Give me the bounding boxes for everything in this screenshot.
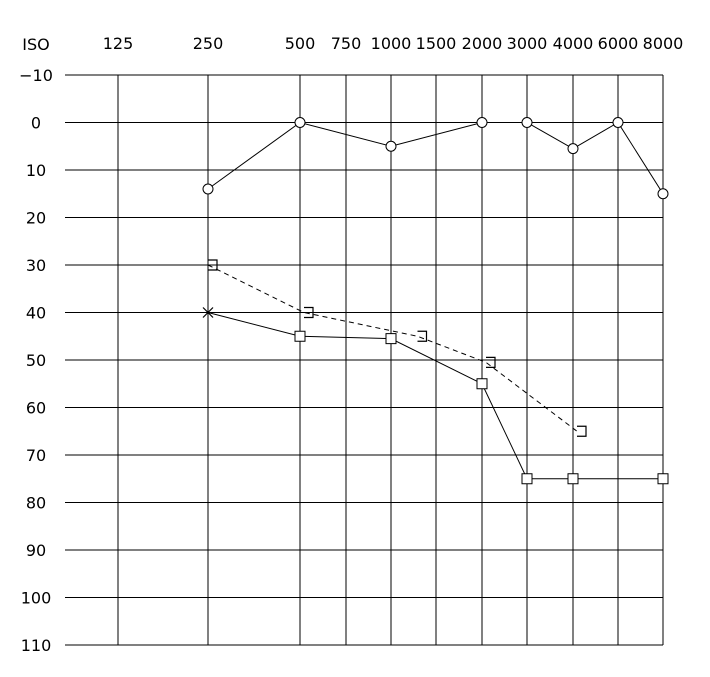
x-tick-label: 1000 [371, 34, 412, 53]
x-tick-label: 3000 [507, 34, 548, 53]
data-point-circle [657, 188, 669, 200]
data-point-circle [521, 117, 533, 128]
y-tick-label: 20 [26, 209, 46, 228]
data-point-circle [202, 183, 214, 195]
y-tick-label: 40 [26, 304, 46, 323]
corner-label: ISO [22, 35, 49, 54]
y-axis-tick-labels: −10 0 10 20 30 40 50 60 70 80 90 100 110 [19, 66, 53, 655]
y-tick-label: 0 [31, 114, 41, 133]
series [202, 307, 669, 485]
data-point-bracket [304, 306, 314, 319]
data-point-square [567, 473, 579, 485]
y-tick-label: −10 [19, 66, 53, 85]
x-tick-label: 2000 [462, 34, 503, 53]
y-tick-label: 100 [21, 589, 52, 608]
data-point-circle [476, 117, 488, 128]
data-point-bracket [208, 259, 218, 271]
data-point-circle [294, 117, 306, 128]
data-point-circle [385, 140, 397, 152]
data-point-square [657, 473, 669, 485]
x-tick-label: 750 [331, 34, 362, 53]
y-tick-label: 10 [26, 161, 46, 180]
x-tick-label: 4000 [553, 34, 594, 53]
data-point-bracket [577, 425, 587, 437]
x-tick-label: 8000 [643, 34, 684, 53]
data-point-cross [202, 307, 214, 318]
data-point-bracket [486, 356, 496, 368]
series [207, 259, 587, 437]
x-tick-label: 250 [193, 34, 224, 53]
data-point-square [521, 473, 533, 485]
x-tick-label: 500 [285, 34, 316, 53]
y-tick-label: 60 [26, 399, 46, 418]
series-line [207, 264, 578, 432]
series-layer [202, 117, 669, 485]
series [202, 117, 669, 200]
x-tick-label: 1500 [416, 34, 457, 53]
y-tick-label: 110 [21, 636, 52, 655]
x-axis-tick-labels: 125 250 500 750 1000 1500 2000 3000 4000 6000 8000 [103, 34, 684, 53]
x-tick-label: 125 [103, 34, 134, 53]
data-point-circle [612, 117, 624, 128]
series-line [207, 121, 664, 195]
y-tick-label: 30 [26, 256, 46, 275]
grid [65, 74, 664, 646]
y-tick-label: 50 [26, 351, 46, 370]
data-point-square [294, 330, 306, 342]
y-tick-label: 80 [26, 494, 46, 513]
x-tick-label: 6000 [598, 34, 639, 53]
y-tick-label: 70 [26, 446, 46, 465]
y-tick-label: 90 [26, 541, 46, 560]
data-point-square [385, 333, 397, 345]
data-point-square [476, 378, 488, 390]
data-point-bracket [417, 330, 428, 342]
data-point-circle [567, 143, 579, 155]
